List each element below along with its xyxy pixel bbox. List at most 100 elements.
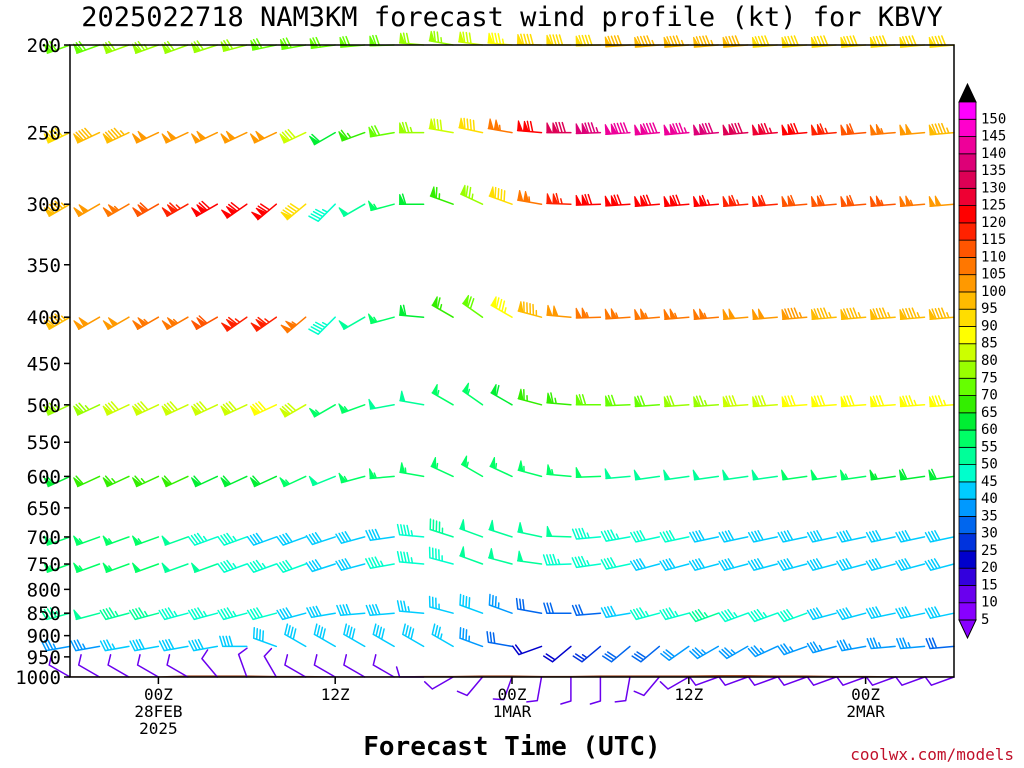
wind-barb-pennant [928, 309, 936, 320]
wind-barb-pennant [634, 195, 648, 207]
wind-barb [246, 559, 278, 573]
wind-barb-pennant [43, 477, 54, 488]
wind-barb-pennant [869, 396, 877, 408]
wind-barb [372, 654, 395, 678]
wind-barb [747, 530, 778, 543]
wind-barb-pennant [368, 468, 377, 480]
wind-barb [811, 35, 837, 48]
wind-barb-pennant [517, 460, 524, 473]
wind-barb-pennant [73, 43, 83, 54]
wind-barb-pennant [575, 394, 583, 406]
wind-barb-pennant [132, 317, 149, 330]
wind-barb-pennant [460, 184, 466, 197]
wind-barb-pennant [752, 396, 760, 408]
wind-barb [747, 608, 778, 623]
wind-barb [99, 607, 130, 621]
wind-barb [718, 558, 749, 571]
wind-barb [70, 639, 101, 652]
colorbar-tick-label: 5 [981, 612, 989, 628]
wind-barb [777, 530, 808, 543]
x-tick-label: 00Z [498, 685, 527, 704]
colorbar-swatch [958, 360, 977, 379]
wind-barb [40, 639, 71, 652]
wind-barb [752, 35, 778, 48]
wind-barb-pennant [73, 477, 84, 488]
wind-barb [572, 645, 602, 663]
wind-barb-pennant [869, 195, 883, 207]
wind-barb-pennant [575, 307, 589, 319]
y-tick-label: 750 [27, 554, 61, 576]
wind-barb [718, 645, 749, 660]
colorbar-tick-label: 125 [981, 198, 1006, 214]
wind-barb-pennant [751, 195, 766, 207]
wind-barb [723, 122, 749, 136]
wind-barb-pennant [517, 120, 530, 133]
y-tick-label: 200 [27, 35, 61, 57]
wind-barb-pennant [399, 122, 406, 134]
wind-barb-pennant [488, 186, 495, 199]
colorbar-tick-label: 135 [981, 163, 1006, 179]
colorbar-swatch [958, 239, 977, 258]
wind-barb-pennant [161, 535, 171, 546]
wind-barb [630, 530, 661, 543]
wind-barb-pennant [663, 308, 677, 320]
wind-barb [252, 401, 278, 416]
wind-barb [693, 122, 720, 136]
x-tick-label: 2025 [139, 719, 178, 738]
wind-barb [543, 645, 572, 663]
wind-barb-pennant [604, 468, 612, 480]
wind-barb-pennant [604, 195, 618, 207]
wind-barb [718, 530, 749, 543]
wind-barb-pennant [869, 469, 878, 481]
wind-barb [48, 654, 71, 678]
wind-barb [664, 122, 690, 136]
wind-barb-pennant [338, 320, 350, 330]
y-tick-label: 400 [27, 307, 61, 329]
wind-barb-pennant [517, 550, 524, 563]
wind-barb [571, 555, 602, 569]
wind-barb [777, 676, 808, 686]
wind-barb [836, 607, 867, 621]
y-tick-label: 450 [27, 353, 61, 375]
wind-barb [193, 401, 219, 416]
colorbar-swatch [958, 118, 977, 137]
wind-barb [924, 676, 955, 686]
wind-barb [129, 638, 160, 652]
wind-barb [263, 647, 278, 678]
wind-barb [488, 186, 513, 205]
wind-barb-pennant [928, 124, 936, 136]
wind-barb-pennant [693, 123, 707, 136]
wind-barb-pennant [488, 548, 495, 560]
wind-barb-pennant [459, 546, 466, 559]
wind-barb [188, 638, 219, 652]
wind-barb-pennant [781, 309, 789, 320]
wind-barb [659, 558, 690, 571]
wind-barb-pennant [840, 396, 848, 408]
wind-barb [187, 607, 219, 621]
wind-barb [515, 597, 543, 614]
wind-barb-pennant [368, 126, 377, 138]
wind-barb [282, 203, 307, 221]
colorbar-tick-label: 140 [981, 146, 1006, 162]
wind-barb [660, 645, 690, 661]
wind-barb [543, 602, 572, 614]
wind-barb-pennant [634, 308, 648, 320]
wind-barb-pennant [517, 522, 524, 534]
wind-barb [866, 637, 896, 650]
wind-barb-pennant [634, 123, 648, 136]
wind-barb [895, 558, 926, 571]
wind-barb-pennant [899, 309, 907, 320]
colorbar-tick-label: 55 [981, 439, 998, 455]
wind-barb-pennant [693, 396, 701, 408]
wind-barb [398, 121, 425, 134]
wind-barb [187, 532, 219, 546]
colorbar-tick-label: 85 [981, 336, 998, 352]
wind-barb-pennant [102, 562, 113, 573]
y-tick-label: 600 [27, 466, 61, 488]
colorbar-tick-label: 100 [981, 284, 1006, 300]
wind-barb-pennant [546, 193, 559, 205]
wind-barb [423, 676, 454, 690]
y-tick-label: 900 [27, 626, 61, 648]
wind-barb-pennant [604, 36, 612, 48]
wind-barb [104, 127, 130, 144]
